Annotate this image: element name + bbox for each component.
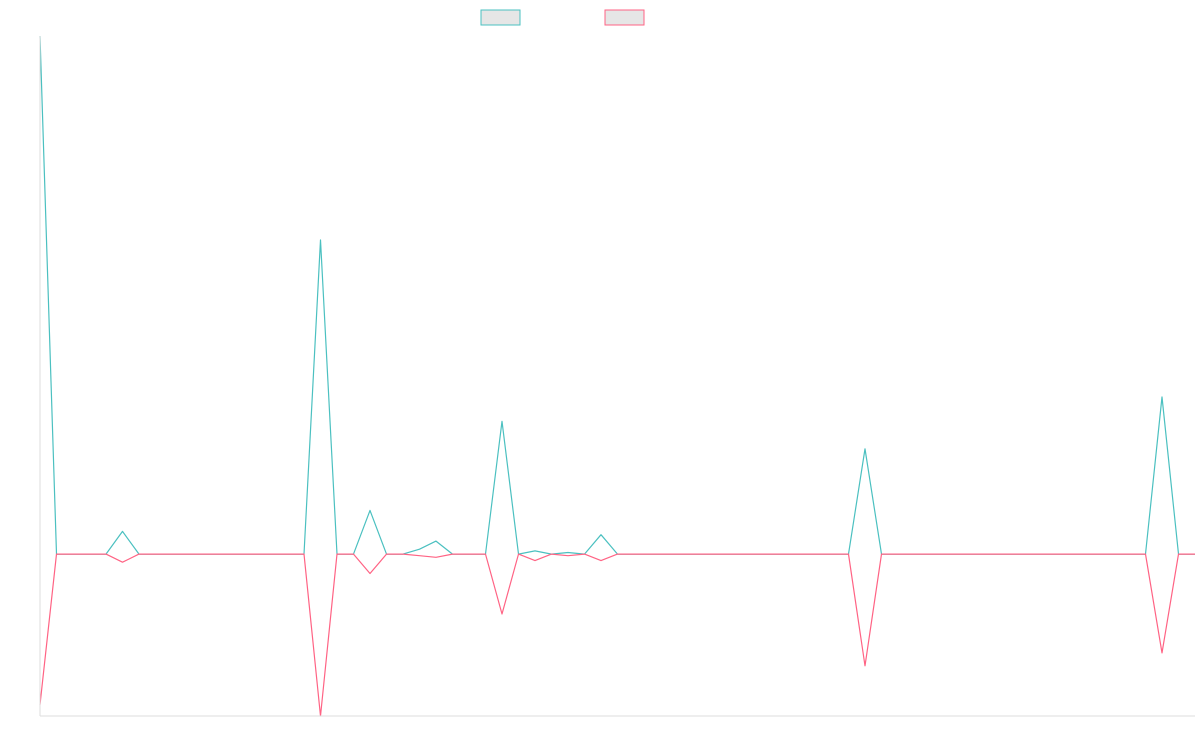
series-line-1: [39, 35, 1195, 555]
legend-swatch-2[interactable]: [604, 9, 645, 26]
legend: [480, 9, 645, 26]
plot-area: [39, 35, 1195, 717]
series-line-2: [39, 553, 1195, 717]
legend-swatch-1[interactable]: [480, 9, 521, 26]
